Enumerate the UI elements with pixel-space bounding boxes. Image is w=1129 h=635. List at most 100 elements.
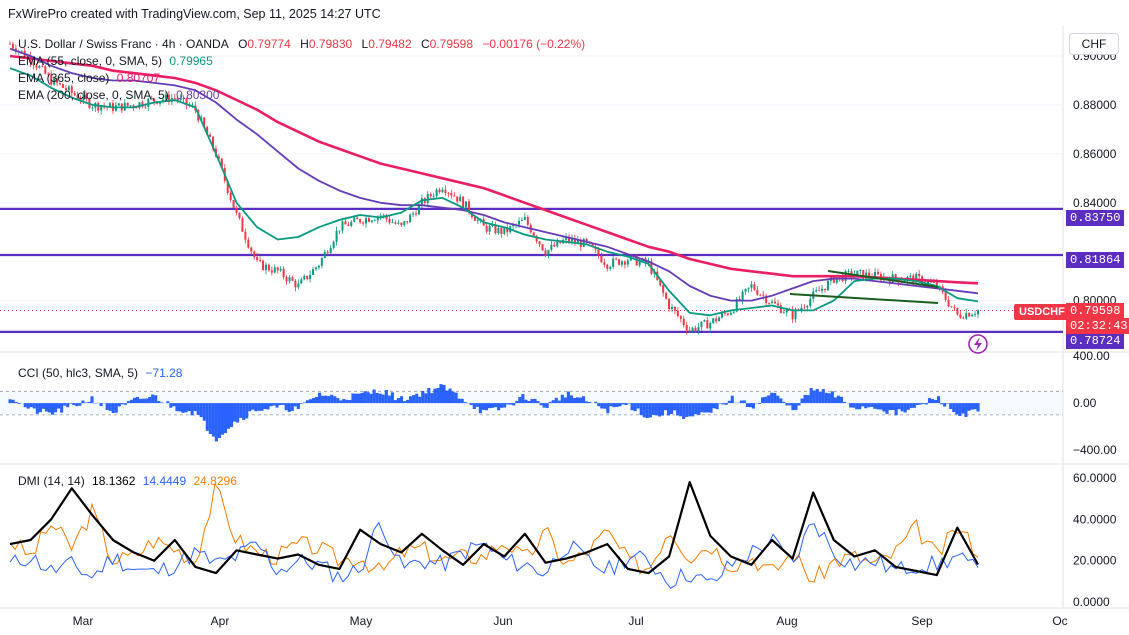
candle-body: [974, 314, 977, 315]
cci-bar: [169, 403, 173, 408]
cci-bar: [269, 403, 273, 407]
cci-bar: [123, 403, 127, 405]
candle-body: [779, 305, 782, 313]
candle-body: [314, 267, 317, 270]
candle-body: [771, 301, 774, 304]
adx-value: 18.1362: [92, 474, 136, 488]
candle-body: [415, 213, 418, 215]
cci-bar: [318, 392, 322, 404]
candle-body: [697, 327, 700, 332]
candle-body: [276, 267, 279, 271]
candle-body: [706, 320, 709, 329]
candle-body: [568, 236, 571, 242]
cci-bar: [943, 403, 947, 407]
cci-bar: [454, 392, 458, 404]
cci-legend[interactable]: CCI (50, hlc3, SMA, 5) −71.28: [18, 366, 182, 380]
cci-bar: [296, 403, 300, 410]
cci-bar: [242, 403, 246, 420]
cci-bar: [351, 393, 355, 404]
candle-body: [550, 244, 553, 250]
candle-body: [238, 212, 241, 219]
cci-bar: [512, 403, 516, 406]
time-axis-label: Aug: [776, 614, 797, 628]
candle-body: [462, 196, 465, 208]
candle-body: [759, 294, 762, 296]
cci-axis-label: 400.00: [1073, 349, 1110, 363]
cci-bar: [582, 396, 586, 404]
cci-bar: [742, 400, 746, 404]
candle-body: [273, 267, 276, 273]
flash-icon[interactable]: [968, 334, 988, 354]
cci-bar: [940, 403, 944, 405]
candle-body: [44, 66, 47, 74]
candle-body: [206, 126, 209, 135]
candle-body: [382, 215, 385, 216]
cci-bar: [436, 388, 440, 404]
candle-body: [750, 284, 753, 288]
cci-bar: [63, 403, 67, 406]
candle-body: [576, 240, 579, 243]
cci-bar: [739, 400, 743, 404]
cci-bar: [406, 399, 410, 404]
cci-bar: [223, 403, 228, 434]
candle-body: [926, 281, 929, 285]
cci-bar: [509, 403, 513, 405]
cci-bar: [897, 403, 901, 410]
candle-body: [161, 99, 164, 102]
cci-bar: [779, 398, 783, 404]
candle-body: [800, 307, 803, 311]
cci-bar: [266, 403, 270, 410]
symbol-title[interactable]: U.S. Dollar / Swiss Franc · 4h · OANDA: [18, 37, 229, 51]
cci-bar: [214, 403, 218, 442]
candle-body: [768, 303, 771, 304]
cci-bar: [11, 399, 15, 404]
candle-body: [347, 224, 350, 226]
candle-body: [291, 277, 294, 281]
candle-body: [259, 260, 262, 261]
candle-body: [626, 260, 629, 265]
cci-bar: [776, 395, 780, 404]
candle-body: [47, 73, 50, 75]
dmi-axis-label: 40.0000: [1073, 512, 1117, 526]
cci-bar: [934, 400, 938, 404]
dmi-axis-label: 0.0000: [1073, 595, 1110, 609]
candle-body: [282, 268, 285, 278]
cci-bar: [503, 403, 507, 408]
candle-body: [67, 86, 70, 91]
currency-button[interactable]: CHF: [1069, 33, 1119, 55]
ema200-legend[interactable]: EMA (200, close, 0, SMA, 5) 0.80300: [18, 88, 219, 102]
cci-bar: [348, 399, 352, 404]
candle-body: [729, 312, 732, 315]
candle-body: [709, 322, 712, 329]
candle-body: [300, 279, 303, 284]
candle-body: [824, 288, 827, 291]
cci-bar: [475, 403, 479, 407]
candle-body: [220, 158, 223, 169]
candle-body: [35, 65, 38, 68]
candle-body: [818, 290, 821, 292]
candle-body: [726, 313, 729, 315]
ema365-legend[interactable]: EMA (365, close) 0.80707: [18, 71, 160, 85]
cci-bar: [281, 403, 285, 405]
cci-bar: [457, 398, 461, 404]
candle-body: [164, 94, 167, 100]
lower-trendline: [789, 293, 939, 304]
candle-body: [494, 224, 497, 234]
cci-bar: [378, 393, 382, 404]
price-axis-label: 0.88000: [1073, 98, 1117, 112]
candle-body: [11, 43, 14, 49]
time-axis-label: Sep: [911, 614, 933, 628]
cci-bar: [858, 403, 862, 410]
cci-bar: [324, 395, 328, 404]
ema55-legend[interactable]: EMA (55, close, 0, SMA, 5) 0.79965: [18, 54, 213, 68]
cci-bar: [287, 403, 291, 412]
cci-bar: [745, 403, 749, 408]
candle-body: [153, 98, 156, 102]
time-axis-label: Jun: [493, 614, 512, 628]
cci-bar: [497, 403, 501, 411]
price-axis-label: 0.86000: [1073, 147, 1117, 161]
candle-body: [450, 193, 453, 196]
ema200-value: 0.80300: [176, 88, 220, 102]
dmi-legend[interactable]: DMI (14, 14) 18.1362 14.4449 24.8296: [18, 474, 237, 488]
